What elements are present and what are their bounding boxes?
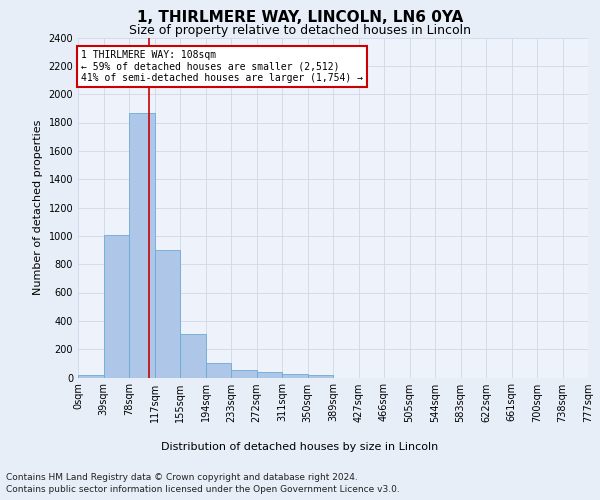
Bar	[155, 250, 180, 378]
Text: 1, THIRLMERE WAY, LINCOLN, LN6 0YA: 1, THIRLMERE WAY, LINCOLN, LN6 0YA	[137, 10, 463, 25]
Bar	[308, 376, 333, 378]
Text: Size of property relative to detached houses in Lincoln: Size of property relative to detached ho…	[129, 24, 471, 37]
Bar	[282, 374, 308, 378]
Bar	[104, 235, 129, 378]
Bar	[231, 370, 257, 378]
Bar	[78, 374, 104, 378]
Text: Contains HM Land Registry data © Crown copyright and database right 2024.: Contains HM Land Registry data © Crown c…	[6, 472, 358, 482]
Text: Contains public sector information licensed under the Open Government Licence v3: Contains public sector information licen…	[6, 485, 400, 494]
Bar	[180, 334, 205, 378]
Text: 1 THIRLMERE WAY: 108sqm
← 59% of detached houses are smaller (2,512)
41% of semi: 1 THIRLMERE WAY: 108sqm ← 59% of detache…	[80, 50, 362, 84]
Bar	[205, 364, 231, 378]
Y-axis label: Number of detached properties: Number of detached properties	[33, 120, 43, 295]
Bar	[257, 372, 282, 378]
Bar	[129, 114, 155, 378]
Text: Distribution of detached houses by size in Lincoln: Distribution of detached houses by size …	[161, 442, 439, 452]
